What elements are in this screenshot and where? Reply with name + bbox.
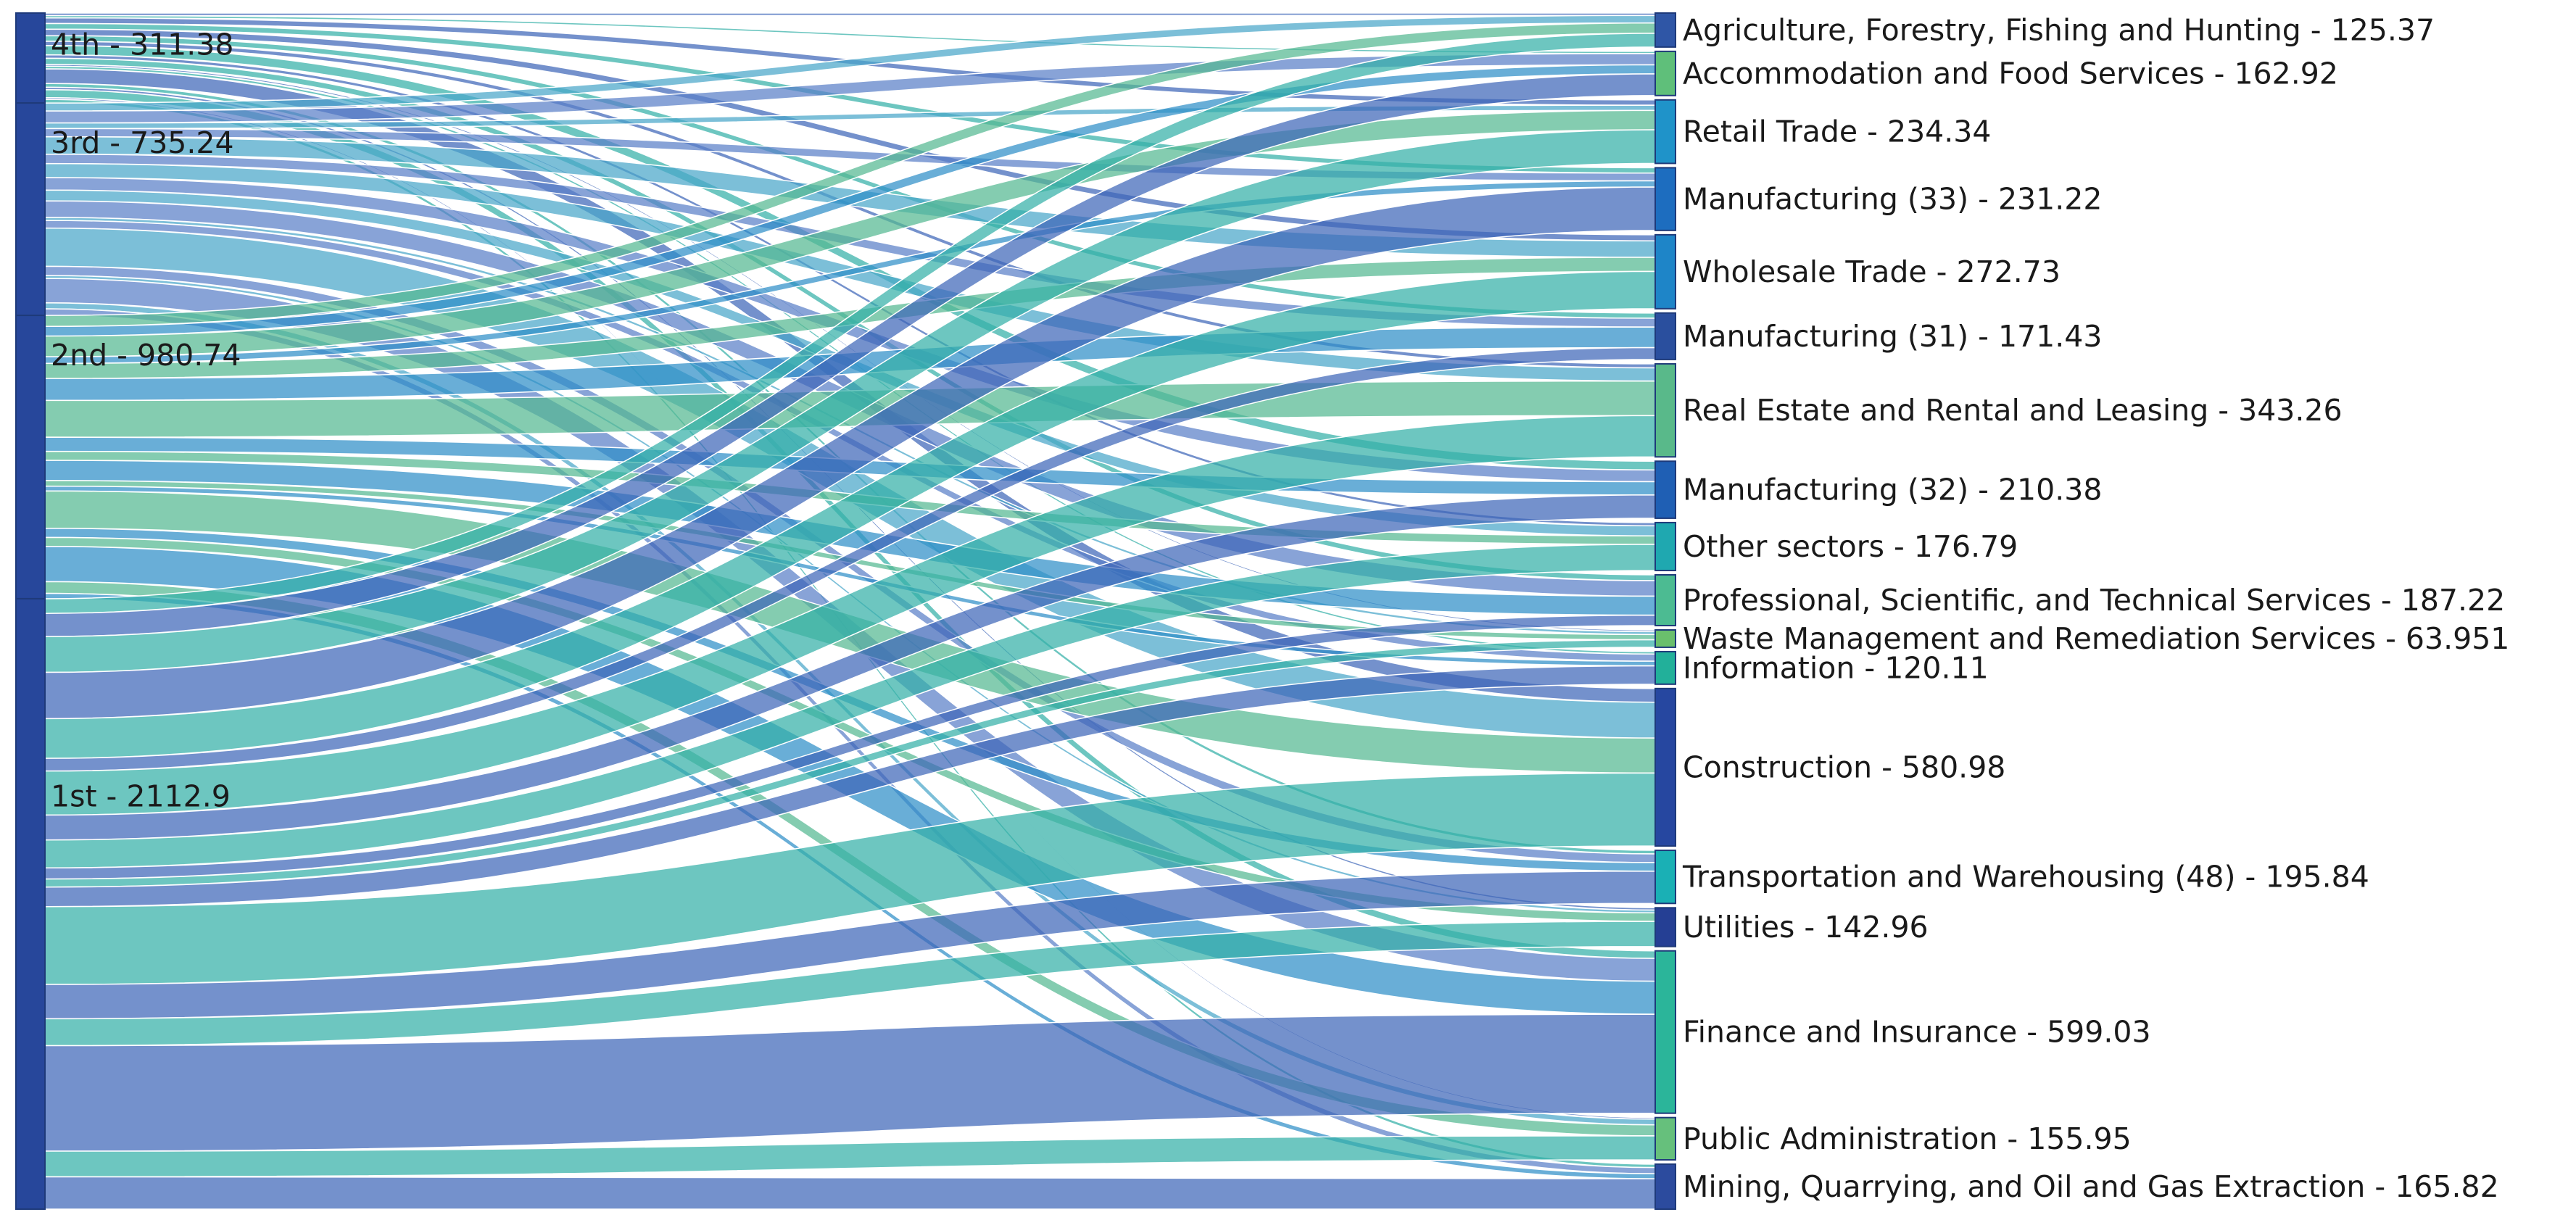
target-node [1654,362,1676,458]
source-label: 1st - 2112.9 [51,779,231,813]
target-node [1654,907,1676,947]
flow-link [44,1176,1656,1210]
source-node-1st [15,597,46,1210]
target-node [1654,233,1676,310]
target-node [1654,312,1676,360]
target-node [1654,167,1676,231]
target-node [1654,950,1676,1114]
target-node [1654,12,1676,48]
flow-link [44,12,1656,17]
target-label: Accommodation and Food Services - 162.92 [1683,56,2338,91]
target-label: Agriculture, Forestry, Fishing and Hunti… [1683,12,2435,47]
target-label: Mining, Quarrying, and Oil and Gas Extra… [1683,1169,2499,1204]
links-layer [44,12,1656,1210]
target-label: Finance and Insurance - 599.03 [1683,1015,2151,1050]
target-label: Construction - 580.98 [1683,750,2005,784]
target-node [1654,521,1676,572]
target-label: Waste Management and Remediation Service… [1683,621,2509,656]
target-label: Professional, Scientific, and Technical … [1683,583,2505,618]
target-node [1654,460,1676,519]
target-node [1654,650,1676,685]
target-label: Public Administration - 155.95 [1683,1121,2132,1156]
target-label: Manufacturing (32) - 210.38 [1683,473,2102,507]
target-node [1654,50,1676,96]
target-node [1654,574,1676,627]
target-node [1654,629,1676,648]
target-label: Utilities - 142.96 [1683,910,1929,945]
source-label: 4th - 311.38 [51,27,233,62]
source-label: 3rd - 735.24 [51,125,234,160]
nodes-layer [15,12,1676,1210]
target-label: Real Estate and Rental and Leasing - 343… [1683,393,2343,428]
target-label: Information - 120.11 [1683,650,1989,685]
target-node [1654,687,1676,847]
target-label: Manufacturing (31) - 171.43 [1683,319,2102,354]
source-node-2nd [15,315,46,599]
target-node [1654,850,1676,905]
target-label: Wholesale Trade - 272.73 [1683,254,2061,289]
target-label: Other sectors - 176.79 [1683,529,2018,564]
target-node [1654,1163,1676,1210]
target-label: Transportation and Warehousing (48) - 19… [1682,860,2369,895]
target-label: Retail Trade - 234.34 [1683,115,1991,149]
target-label: Manufacturing (33) - 231.22 [1683,182,2102,217]
labels-layer: 4th - 311.38 3rd - 735.24 2nd - 980.74 1st … [51,12,2509,1204]
target-node [1654,1116,1676,1161]
source-node-3rd [15,102,46,317]
target-node [1654,99,1676,165]
source-node-4th [15,12,46,104]
source-label: 2nd - 980.74 [51,338,241,373]
